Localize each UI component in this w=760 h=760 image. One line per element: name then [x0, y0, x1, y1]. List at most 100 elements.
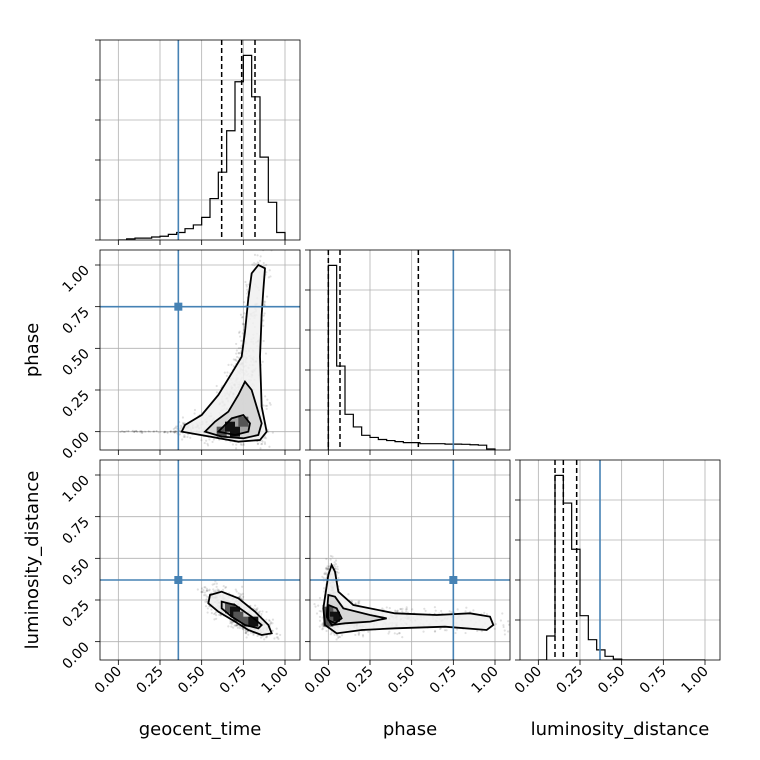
2d-geocent_time-vs-phase-point-521 [244, 280, 247, 284]
2d-phase-vs-luminosity_distance-point-141 [381, 607, 384, 610]
2d-phase-vs-luminosity_distance-point-594 [358, 631, 361, 634]
2d-phase-vs-luminosity_distance-point-90 [502, 625, 505, 629]
2d-phase-vs-luminosity_distance-point-154 [318, 615, 322, 618]
2d-geocent_time-vs-phase-point-656 [183, 434, 186, 437]
2d-geocent_time-vs-phase-tail-point-6 [139, 431, 142, 434]
2d-geocent_time-vs-phase-point-383 [262, 404, 265, 407]
2d-phase-vs-luminosity_distance-truth-point [449, 576, 458, 584]
2d-phase-vs-luminosity_distance-point-624 [317, 604, 320, 607]
2d-geocent_time-vs-luminosity_distance-point-393 [261, 610, 264, 613]
2d-phase-vs-luminosity_distance-point-584 [396, 609, 399, 612]
2d-geocent_time-vs-phase-contour-1 [203, 380, 263, 440]
2d-geocent_time-vs-phase-point-114 [242, 443, 245, 447]
2d-geocent_time-vs-phase-yticklabel-3: 0.75 [59, 304, 92, 337]
2d-geocent_time-vs-phase-point-101 [223, 371, 226, 374]
2d-geocent_time-vs-luminosity_distance-point-848 [275, 636, 278, 639]
2d-geocent_time-vs-phase-point-134 [200, 439, 203, 442]
2d-geocent_time-vs-phase-point-483 [260, 443, 263, 446]
2d-geocent_time-vs-luminosity_distance-point-462 [235, 623, 238, 626]
2d-geocent_time-vs-phase-truth-point [174, 302, 183, 311]
2d-geocent_time-vs-phase-tail-point-28 [175, 430, 178, 433]
2d-geocent_time-vs-luminosity_distance-point-200 [238, 595, 241, 598]
2d-phase-vs-luminosity_distance-point-224 [469, 610, 472, 613]
2d-geocent_time-vs-phase-point-543 [232, 358, 235, 361]
2d-geocent_time-vs-phase-point-848 [239, 313, 243, 316]
2d-phase-vs-luminosity_distance-point-758 [405, 606, 408, 609]
2d-phase-vs-luminosity_distance-point-736 [337, 635, 340, 638]
2d-geocent_time-vs-phase-point-677 [242, 323, 245, 326]
hist-panel-geocent_time [100, 40, 300, 240]
2d-geocent_time-vs-phase-point-4 [264, 300, 267, 303]
2d-phase-vs-luminosity_distance-point-71 [325, 566, 328, 570]
2d-geocent_time-vs-phase-point-273 [261, 440, 264, 443]
2d-geocent_time-vs-luminosity_distance-point-444 [241, 627, 244, 630]
2d-geocent_time-vs-luminosity_distance-point-82 [204, 586, 207, 589]
2d-geocent_time-vs-phase-point-772 [263, 303, 266, 307]
2d-geocent_time-vs-phase-point-288 [267, 430, 270, 433]
2d-geocent_time-vs-luminosity_distance-point-571 [235, 590, 238, 593]
2d-geocent_time-vs-phase-tail-point-17 [133, 430, 136, 433]
2d-geocent_time-vs-phase-contour-0 [180, 263, 268, 443]
2d-geocent_time-vs-luminosity_distance-point-881 [205, 587, 209, 590]
2d-phase-vs-luminosity_distance-point-837 [399, 608, 403, 611]
2d-phase-vs-luminosity_distance-point-167 [322, 576, 325, 580]
2d-geocent_time-vs-phase-point-877 [232, 365, 236, 368]
2d-geocent_time-vs-phase-point-441 [263, 442, 267, 446]
2d-phase-vs-luminosity_distance-point-883 [314, 605, 317, 608]
2d-geocent_time-vs-phase-point-137 [235, 352, 238, 355]
2d-geocent_time-vs-phase-peak-cell-3 [225, 421, 235, 432]
2d-geocent_time-vs-phase-point-653 [212, 438, 215, 441]
2d-phase-vs-luminosity_distance-point-238 [433, 630, 437, 633]
2d-geocent_time-vs-phase-point-808 [256, 261, 259, 264]
2d-geocent_time-vs-luminosity_distance-point-744 [208, 588, 211, 591]
2d-phase-vs-luminosity_distance-point-443 [387, 632, 390, 635]
2d-geocent_time-vs-phase-point-43 [238, 352, 241, 355]
2d-geocent_time-vs-phase-point-388 [243, 301, 246, 304]
2d-phase-vs-luminosity_distance-point-445 [423, 607, 426, 610]
2d-phase-vs-luminosity_distance-point-53 [422, 630, 425, 633]
2d-geocent_time-vs-phase-point-389 [239, 351, 242, 354]
2d-geocent_time-vs-phase-tail-point-8 [173, 431, 176, 434]
hist-luminosity_distance-grid [537, 460, 706, 660]
2d-phase-vs-luminosity_distance-point-396 [330, 631, 333, 634]
2d-geocent_time-vs-luminosity_distance-point-48 [245, 632, 248, 635]
2d-geocent_time-vs-luminosity_distance-point-59 [252, 633, 255, 637]
hist-geocent_time-steps [118, 54, 286, 240]
2d-phase-vs-luminosity_distance-point-264 [332, 563, 336, 567]
2d-geocent_time-vs-luminosity_distance-point-172 [263, 638, 266, 641]
2d-phase-vs-luminosity_distance-point-408 [388, 606, 391, 610]
2d-geocent_time-vs-luminosity_distance-point-272 [215, 582, 218, 585]
2d-geocent_time-vs-phase-tail-point-12 [133, 430, 136, 433]
2d-geocent_time-vs-phase-point-45 [173, 430, 176, 433]
2d-geocent_time-vs-phase-point-396 [269, 403, 272, 406]
2d-geocent_time-vs-phase-tail-point-1 [140, 430, 143, 433]
2d-phase-vs-luminosity_distance-point-811 [464, 610, 467, 613]
2d-geocent_time-vs-phase-tail-point-38 [166, 431, 169, 434]
2d-geocent_time-vs-luminosity_distance-point-652 [256, 634, 259, 638]
2d-geocent_time-vs-phase-point-823 [265, 404, 269, 407]
2d-phase-vs-luminosity_distance-peak-cell-2 [323, 616, 334, 627]
2d-geocent_time-vs-phase-tail-point-59 [152, 430, 155, 433]
2d-geocent_time-vs-luminosity_distance-contour-1 [220, 600, 264, 630]
hist-geocent_time-frame [99, 39, 301, 241]
2d-phase-vs-luminosity_distance-point-203 [480, 630, 484, 633]
2d-phase-vs-luminosity_distance-xticklabel-2: 0.50 [385, 664, 418, 697]
2d-geocent_time-vs-luminosity_distance-point-225 [265, 610, 268, 614]
2d-geocent_time-vs-luminosity_distance-point-637 [206, 611, 209, 614]
hist-phase-steps [327, 264, 496, 450]
2d-phase-vs-luminosity_distance-point-623 [448, 610, 451, 613]
2d-geocent_time-vs-phase-peak-cell-2 [238, 416, 249, 427]
2d-phase-vs-luminosity_distance-point-403 [357, 602, 360, 605]
2d-phase-vs-luminosity_distance-point-327 [333, 561, 336, 564]
2d-geocent_time-vs-phase-point-272 [268, 445, 271, 448]
2d-geocent_time-vs-phase-point-591 [175, 425, 178, 428]
2d-geocent_time-vs-phase-point-661 [263, 436, 266, 439]
2d-geocent_time-vs-luminosity_distance-point-828 [234, 624, 237, 627]
2d-phase-vs-luminosity_distance-point-230 [454, 631, 457, 635]
2d-geocent_time-vs-luminosity_distance-point-780 [210, 608, 213, 611]
2d-phase-vs-luminosity_distance-point-341 [445, 629, 448, 632]
2d-geocent_time-vs-phase-point-889 [239, 335, 242, 338]
2d-geocent_time-vs-luminosity_distance-point-425 [276, 632, 279, 635]
2d-geocent_time-vs-luminosity_distance-point-407 [213, 582, 216, 586]
2d-geocent_time-vs-luminosity_distance-point-691 [257, 611, 260, 614]
